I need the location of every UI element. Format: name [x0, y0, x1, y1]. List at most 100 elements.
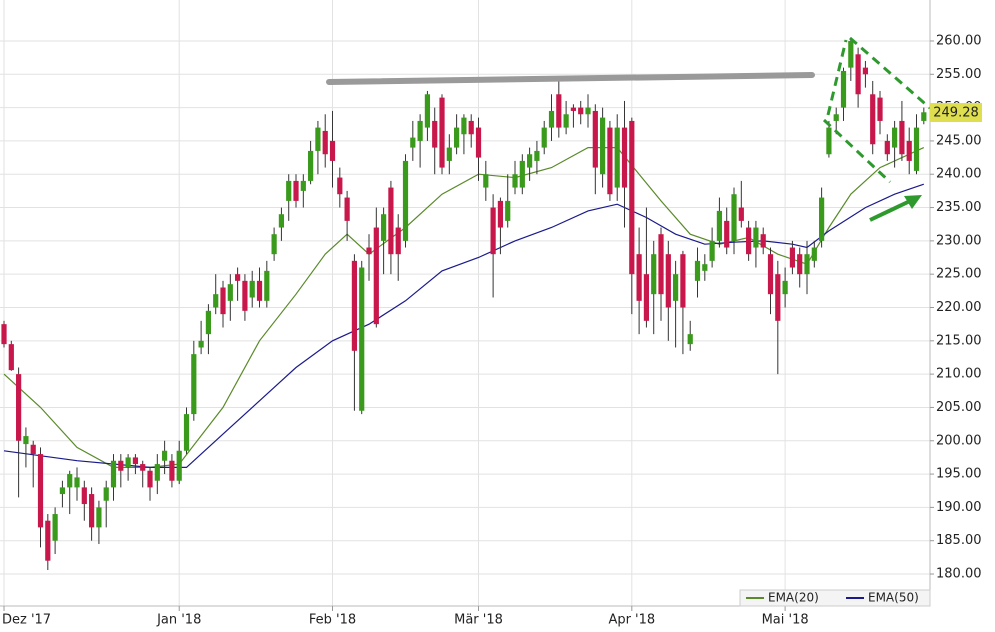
candle-body — [118, 460, 124, 471]
y-tick-label: 190.00 — [936, 500, 982, 515]
candle-body — [402, 160, 409, 241]
candle-body — [716, 210, 723, 241]
candle-body — [256, 280, 263, 301]
legend-label: EMA(50) — [868, 591, 919, 605]
candle-body — [125, 457, 131, 468]
candle-body — [607, 127, 613, 195]
candle-body — [665, 254, 671, 308]
y-tick-label: 245.00 — [936, 133, 982, 148]
y-tick-label: 240.00 — [936, 167, 982, 182]
ticks: 180.00 185.00 190.00 195.00 200.00 205.00 210.… — [2, 33, 982, 627]
candle-body — [454, 127, 460, 148]
candle-body — [271, 234, 277, 255]
candle-body — [176, 450, 182, 481]
candle-body — [527, 154, 533, 168]
candle-body — [614, 127, 620, 188]
candle-body — [855, 54, 861, 95]
candle-body — [424, 94, 431, 128]
candle-body — [213, 294, 219, 308]
candle-body — [702, 264, 708, 271]
y-tick-label: 185.00 — [936, 533, 982, 548]
candles — [1, 37, 927, 571]
candle-body — [96, 507, 102, 528]
candle-body — [235, 274, 241, 281]
x-tick-label: Feb '18 — [309, 613, 356, 628]
candle-body — [753, 227, 759, 248]
candle-body — [74, 477, 80, 488]
candle-body — [877, 97, 883, 121]
candle-body — [899, 120, 905, 155]
candle-body — [439, 97, 445, 168]
candle-body — [23, 436, 29, 445]
y-tick-label: 210.00 — [936, 367, 982, 382]
candle-body — [475, 127, 482, 158]
candle-body — [147, 470, 153, 488]
candle-body — [432, 120, 438, 148]
candle-body — [191, 354, 197, 415]
candle-body — [775, 274, 781, 321]
candle-body — [811, 247, 817, 261]
candle-body — [490, 207, 496, 255]
x-tick-label: Mär '18 — [454, 613, 503, 628]
candle-body — [351, 260, 358, 351]
candle-body — [132, 457, 139, 465]
candle-body — [183, 414, 190, 451]
candle-body — [673, 274, 679, 301]
candle-body — [600, 117, 606, 175]
candle-body — [373, 227, 379, 325]
resistance-line — [326, 72, 815, 85]
candle-body — [59, 487, 66, 495]
candle-body — [366, 247, 372, 255]
candle-body — [862, 67, 869, 75]
candle-body — [687, 334, 693, 345]
candle-body — [52, 514, 58, 541]
candle-body — [395, 227, 401, 255]
y-tick-label: 215.00 — [936, 333, 982, 348]
candle-body — [37, 454, 44, 528]
channel-line — [826, 39, 848, 116]
y-tick-label: 235.00 — [936, 200, 982, 215]
candle-body — [8, 344, 14, 371]
trend-arrow — [869, 199, 911, 222]
candle-body — [198, 340, 204, 348]
x-tick-label: Jan '18 — [156, 613, 201, 628]
trend-arrow-head — [904, 195, 922, 209]
candle-body — [227, 284, 233, 301]
candle-body — [67, 474, 73, 488]
candle-body — [162, 450, 168, 461]
candle-body — [870, 94, 876, 145]
candle-body — [81, 487, 87, 505]
candle-body — [760, 234, 766, 248]
y-tick-label: 255.00 — [936, 67, 982, 82]
candle-body — [322, 130, 328, 155]
candle-body — [286, 180, 292, 201]
candle-body — [315, 127, 321, 151]
y-tick-label: 225.00 — [936, 267, 982, 282]
candle-body — [264, 270, 270, 301]
candle-body — [680, 254, 686, 308]
candle-body — [410, 137, 416, 148]
candle-body — [45, 520, 51, 561]
candle-body — [1, 324, 7, 345]
candle-body — [249, 280, 255, 298]
candle-body — [819, 197, 825, 241]
candle-body — [906, 140, 912, 161]
candle-body — [913, 127, 920, 171]
candle-body — [548, 110, 555, 128]
candle-body — [621, 127, 628, 188]
candle-body — [505, 200, 511, 221]
candle-body — [767, 254, 774, 295]
channel-line — [822, 118, 892, 184]
candle-body — [16, 374, 22, 441]
candle-body — [578, 107, 584, 115]
candle-body — [804, 254, 810, 275]
candle-body — [293, 180, 299, 201]
candle-body — [738, 207, 744, 221]
candle-body — [205, 310, 212, 335]
candle-body — [103, 487, 109, 501]
candle-body — [643, 274, 650, 321]
candle-body — [308, 150, 314, 181]
candle-body — [731, 194, 737, 241]
last-price-label: 249.28 — [933, 106, 979, 121]
